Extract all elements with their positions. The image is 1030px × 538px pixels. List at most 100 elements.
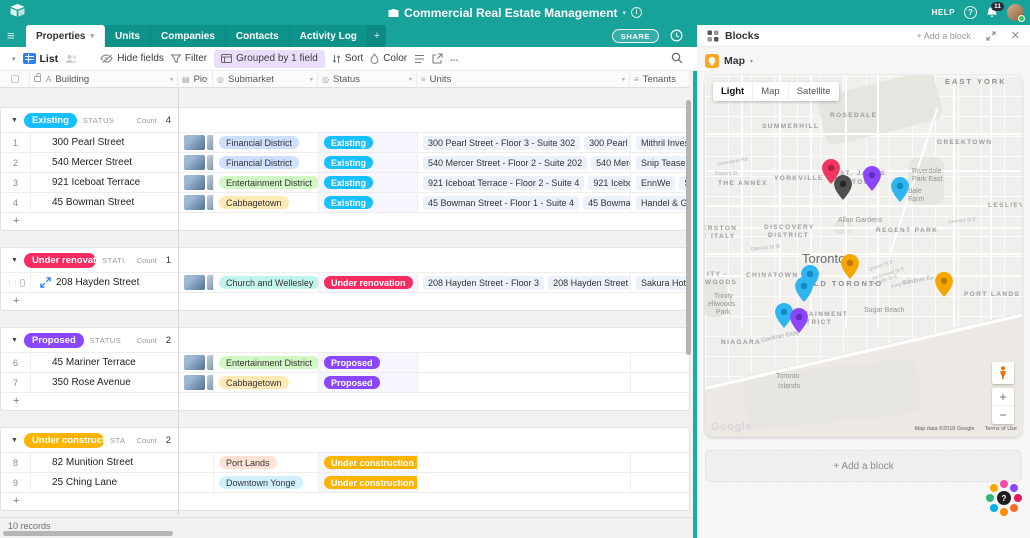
table-row[interactable]: 2 540 Mercer Street Financial District Exis…: [1, 152, 691, 172]
column-header-building[interactable]: A Building ▾: [30, 71, 178, 87]
help-widget[interactable]: ?: [986, 480, 1022, 516]
linked-record-chip[interactable]: 45 Bowman S: [583, 195, 630, 210]
status-cell[interactable]: Under construction: [319, 453, 418, 472]
help-question-icon[interactable]: ?: [964, 6, 977, 19]
expand-panel-icon[interactable]: [986, 30, 996, 41]
table-row[interactable]: 6 45 Mariner Terrace Entertainment Distric…: [1, 352, 689, 372]
chevron-down-icon[interactable]: ▾: [204, 76, 208, 83]
linked-record-chip[interactable]: Mithril Investmen: [636, 135, 691, 150]
history-icon[interactable]: [670, 29, 683, 42]
building-cell[interactable]: 921 Iceboat Terrace: [31, 173, 179, 192]
search-icon[interactable]: [671, 52, 683, 64]
street-view-pegman[interactable]: [992, 362, 1014, 384]
submarket-cell[interactable]: Financial District: [214, 133, 319, 152]
linked-record-chip[interactable]: Sakura Hotel: [636, 275, 691, 290]
submarket-cell[interactable]: Downtown Yonge: [214, 473, 319, 492]
tenants-cell[interactable]: [631, 453, 691, 472]
table-row[interactable]: 8 82 Munition Street Port Lands Under const…: [1, 452, 689, 472]
chevron-down-icon[interactable]: ▾: [408, 76, 412, 83]
units-cell[interactable]: [418, 473, 631, 492]
share-view-button[interactable]: [432, 53, 443, 64]
pin-under-renovation[interactable]: [822, 159, 840, 184]
submarket-cell[interactable]: Entertainment District: [214, 173, 319, 192]
row-checkbox[interactable]: [20, 278, 25, 287]
linked-record-chip[interactable]: Handel & Gretel P: [636, 195, 691, 210]
pic-cell[interactable]: [179, 453, 214, 472]
hide-fields-button[interactable]: Hide fields: [100, 53, 164, 64]
map-block[interactable]: EAST YORK ROSEDALE SUMMERHILL GREEKTOWN THE …: [705, 75, 1022, 437]
submarket-cell[interactable]: Entertainment District: [214, 353, 319, 372]
add-record-row[interactable]: +: [1, 212, 689, 230]
pic-cell[interactable]: [179, 353, 214, 372]
linked-record-chip[interactable]: Snip Tease: [636, 155, 691, 170]
tenants-cell[interactable]: [631, 473, 691, 492]
share-button[interactable]: SHARE: [611, 29, 659, 43]
table-row[interactable]: ⋮⋮ 208 Hayden Street Church and Wellesley U…: [1, 272, 691, 292]
tab-activity-log[interactable]: Activity Log: [289, 25, 368, 47]
tab-caret-icon[interactable]: ▾: [90, 33, 94, 40]
linked-record-chip[interactable]: 208 Hayden Street - Floor 3: [423, 275, 545, 290]
map-type-map[interactable]: Map: [753, 82, 789, 101]
linked-record-chip[interactable]: EnnWe: [636, 175, 676, 190]
pic-cell[interactable]: [179, 373, 214, 392]
menu-icon[interactable]: ≡: [7, 28, 15, 43]
map-type-satellite[interactable]: Satellite: [796, 86, 831, 97]
airtable-logo-icon[interactable]: [10, 4, 25, 17]
pin-existing[interactable]: [795, 277, 813, 302]
collapse-group-icon[interactable]: ▼: [11, 116, 18, 124]
column-header-tenants[interactable]: ≡ Tenants: [630, 71, 690, 87]
linked-record-chip[interactable]: 300 Pearl Street - Floor 3 - Suite 302: [423, 135, 581, 150]
pic-cell[interactable]: [179, 273, 214, 292]
collapse-group-icon[interactable]: ▼: [11, 436, 18, 444]
pin-gray[interactable]: [834, 175, 852, 200]
sort-button[interactable]: Sort: [332, 53, 363, 64]
status-cell[interactable]: Existing: [319, 133, 418, 152]
pic-cell[interactable]: [179, 133, 214, 152]
filter-button[interactable]: Filter: [170, 53, 207, 64]
pic-cell[interactable]: [179, 173, 214, 192]
units-cell[interactable]: [418, 353, 631, 372]
add-record-row[interactable]: +: [1, 492, 689, 510]
add-block-link[interactable]: + Add a block: [916, 30, 971, 41]
pic-cell[interactable]: [179, 153, 214, 172]
frozen-column-divider[interactable]: [178, 88, 179, 515]
color-button[interactable]: Color: [370, 53, 407, 64]
info-icon[interactable]: i: [630, 7, 642, 18]
group-header[interactable]: ▼ Proposed STATUS Count 2: [1, 328, 689, 352]
status-cell[interactable]: Existing: [319, 173, 418, 192]
tenants-cell[interactable]: Handel & Gretel P: [631, 193, 691, 212]
submarket-cell[interactable]: Financial District: [214, 153, 319, 172]
group-header[interactable]: ▼ Existing STATUS Count 4: [1, 108, 689, 132]
linked-record-chip[interactable]: 540 Merce: [591, 155, 630, 170]
group-header[interactable]: ▼ Under construction STAT Count 2: [1, 428, 689, 452]
tab-units[interactable]: Units: [104, 25, 151, 47]
column-header-status[interactable]: ◎ Status ▾: [318, 71, 417, 87]
units-cell[interactable]: 540 Mercer Street - Floor 2 - Suite 202 5…: [418, 153, 631, 172]
drag-handle-icon[interactable]: ⋮⋮: [6, 279, 19, 287]
pic-cell[interactable]: [179, 473, 214, 492]
pin-proposed[interactable]: [790, 308, 808, 333]
tab-companies[interactable]: Companies: [150, 25, 226, 47]
units-cell[interactable]: [418, 453, 631, 472]
table-row[interactable]: 3 921 Iceboat Terrace Entertainment Distri…: [1, 172, 691, 192]
base-title[interactable]: Commercial Real Estate Management: [404, 5, 618, 20]
chevron-down-icon[interactable]: ▾: [621, 76, 625, 83]
building-cell[interactable]: 300 Pearl Street: [31, 133, 179, 152]
building-cell[interactable]: 350 Rose Avenue: [31, 373, 179, 392]
add-record-row[interactable]: +: [1, 392, 689, 410]
column-header-submarket[interactable]: ◎ Submarket ▾: [213, 71, 318, 87]
vertical-scrollbar[interactable]: [686, 100, 691, 355]
status-cell[interactable]: Under construction: [319, 473, 418, 492]
pic-cell[interactable]: [179, 193, 214, 212]
tab-properties[interactable]: Properties ▾: [26, 25, 105, 47]
avatar[interactable]: [1007, 4, 1025, 22]
expand-record-icon[interactable]: [40, 277, 51, 288]
table-row[interactable]: 7 350 Rose Avenue Cabbagetown Proposed: [1, 372, 689, 392]
pin-existing[interactable]: [775, 303, 793, 328]
column-header-units[interactable]: ≡ Units ▾: [417, 71, 630, 87]
tenants-cell[interactable]: Mithril Investmen: [631, 133, 691, 152]
chevron-down-icon[interactable]: ▾: [309, 76, 313, 83]
collaborators-icon[interactable]: [65, 54, 78, 64]
notifications-button[interactable]: 11: [986, 2, 1004, 19]
